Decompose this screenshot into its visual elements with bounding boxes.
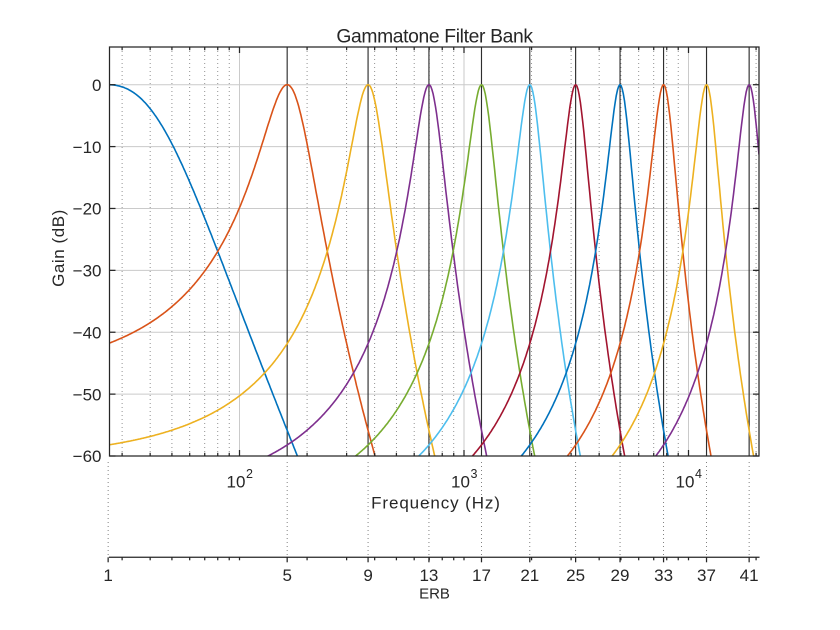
svg-text:−60: −60	[73, 447, 102, 466]
svg-text:4: 4	[695, 467, 702, 481]
svg-text:17: 17	[472, 566, 491, 585]
svg-text:37: 37	[697, 566, 716, 585]
svg-text:29: 29	[611, 566, 630, 585]
svg-text:−10: −10	[73, 138, 102, 157]
svg-text:−40: −40	[73, 323, 102, 342]
svg-text:−20: −20	[73, 200, 102, 219]
svg-text:9: 9	[363, 566, 372, 585]
svg-text:Frequency (Hz): Frequency (Hz)	[371, 494, 501, 513]
svg-text:2: 2	[246, 467, 253, 481]
svg-text:10: 10	[451, 473, 470, 492]
svg-text:−50: −50	[73, 385, 102, 404]
svg-text:5: 5	[282, 566, 291, 585]
svg-text:33: 33	[654, 566, 673, 585]
svg-text:21: 21	[520, 566, 539, 585]
svg-text:25: 25	[566, 566, 585, 585]
svg-text:10: 10	[227, 473, 246, 492]
svg-text:13: 13	[419, 566, 438, 585]
svg-text:ERB: ERB	[419, 586, 450, 603]
svg-text:Gammatone Filter Bank: Gammatone Filter Bank	[336, 27, 533, 48]
svg-text:−30: −30	[73, 262, 102, 281]
svg-text:0: 0	[92, 76, 101, 95]
svg-text:3: 3	[471, 467, 478, 481]
svg-text:10: 10	[676, 473, 695, 492]
svg-text:1: 1	[103, 566, 112, 585]
svg-text:41: 41	[740, 566, 759, 585]
svg-text:Gain (dB): Gain (dB)	[49, 209, 68, 287]
